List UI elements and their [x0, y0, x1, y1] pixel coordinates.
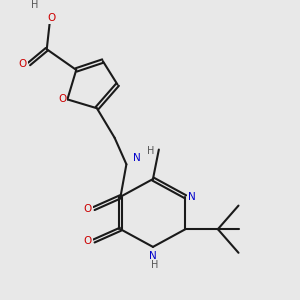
Text: O: O: [83, 203, 92, 214]
Text: O: O: [18, 59, 27, 69]
Text: N: N: [133, 153, 141, 164]
Text: H: H: [147, 146, 154, 156]
Text: O: O: [47, 13, 55, 23]
Text: N: N: [188, 192, 196, 202]
Text: H: H: [31, 0, 39, 10]
Text: H: H: [151, 260, 158, 270]
Text: O: O: [58, 94, 66, 104]
Text: O: O: [83, 236, 92, 246]
Text: N: N: [149, 251, 157, 261]
